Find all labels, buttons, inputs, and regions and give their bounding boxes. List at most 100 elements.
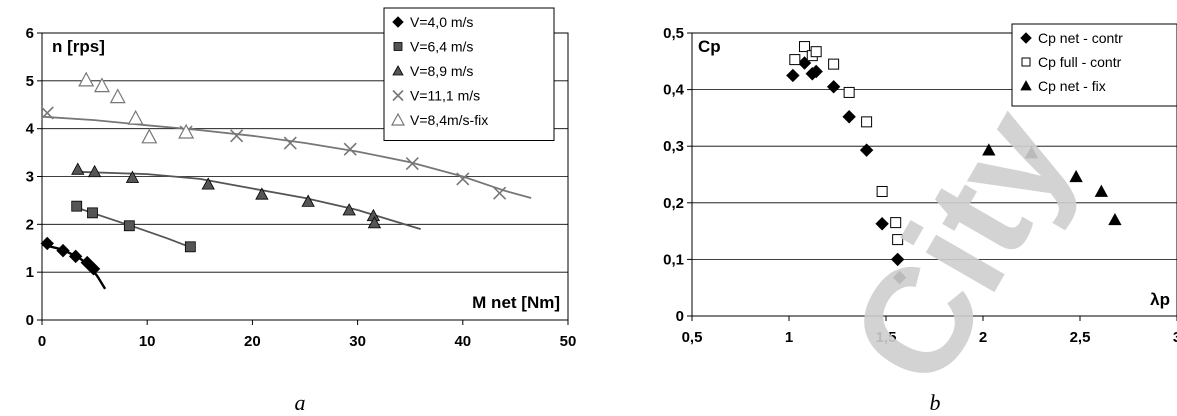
- data-point: [859, 143, 874, 157]
- y-tick-label: 0,1: [663, 251, 684, 268]
- data-point: [405, 157, 419, 171]
- legend-marker: [1020, 80, 1032, 91]
- y-tick-label: 3: [26, 169, 34, 186]
- legend-marker: [1020, 32, 1032, 44]
- y-axis-label: Cp: [698, 37, 721, 56]
- y-tick-label: 5: [26, 73, 34, 90]
- x-tick-label: 2: [979, 329, 987, 346]
- y-tick-label: 2: [26, 216, 34, 233]
- x-tick-label: 0: [38, 333, 46, 350]
- x-tick-label: 30: [349, 333, 366, 350]
- x-tick-label: 50: [560, 333, 577, 350]
- x-axis-label: M net [Nm]: [472, 293, 560, 312]
- data-point: [127, 109, 144, 125]
- x-tick-label: 2,5: [1070, 329, 1091, 346]
- y-axis-label: n [rps]: [52, 37, 105, 56]
- data-point: [367, 216, 382, 229]
- data-point: [230, 129, 244, 143]
- data-point: [301, 194, 315, 207]
- data-point: [1024, 146, 1039, 159]
- legend-entry: V=6,4 m/s: [410, 39, 473, 55]
- x-tick-label: 1: [785, 329, 793, 346]
- data-point: [789, 54, 801, 66]
- y-tick-label: 1: [26, 264, 34, 281]
- x-tick-label: 3: [1173, 329, 1177, 346]
- y-tick-label: 6: [26, 25, 34, 42]
- data-point: [493, 186, 507, 200]
- legend-marker: [393, 42, 403, 51]
- data-point: [1108, 212, 1122, 226]
- y-tick-label: 0,3: [663, 138, 684, 155]
- data-point: [786, 68, 800, 83]
- data-point: [40, 106, 54, 120]
- trend-line: [73, 170, 421, 230]
- data-point: [184, 241, 196, 253]
- data-point: [828, 58, 840, 70]
- legend-entry: V=8,9 m/s: [410, 63, 473, 79]
- data-point: [201, 177, 215, 190]
- legend-entry: Cp net - contr: [1038, 30, 1123, 46]
- y-tick-label: 0,2: [663, 195, 684, 212]
- data-point: [982, 143, 996, 156]
- data-point: [86, 262, 101, 276]
- x-tick-label: 40: [454, 333, 471, 350]
- data-point: [178, 123, 195, 139]
- legend-marker: [392, 65, 404, 76]
- data-point: [123, 220, 135, 232]
- data-point: [892, 270, 907, 285]
- data-point: [1094, 184, 1109, 197]
- x-axis-label: λp: [1150, 290, 1170, 309]
- legend-entry: Cp net - fix: [1038, 78, 1106, 94]
- data-point: [56, 243, 70, 258]
- legend-entry: Cp full - contr: [1038, 54, 1122, 70]
- legend: Cp net - contr Cp full - contr Cp net - fi…: [1011, 23, 1177, 107]
- legend-marker: [392, 16, 404, 28]
- legend-entry: V=11,1 m/s: [410, 88, 480, 104]
- data-point: [343, 142, 357, 156]
- legend-marker: [1021, 57, 1031, 67]
- data-point: [342, 203, 356, 216]
- data-point: [109, 88, 126, 104]
- legend-marker: [392, 89, 404, 102]
- data-point: [125, 170, 140, 183]
- data-point: [1069, 169, 1083, 183]
- y-tick-label: 0: [676, 308, 684, 325]
- legend-marker: [390, 112, 406, 126]
- chart-b: 0 0,1 0,2 0,3 0,4 0,5 0,5 1 1,5 2 2,5 3 Cp λp Cp net -…: [663, 23, 1177, 415]
- data-point: [842, 110, 856, 124]
- x-tick-label: 1,5: [876, 329, 897, 346]
- data-point: [78, 71, 95, 87]
- x-tick-label: 10: [139, 333, 156, 350]
- data-point: [456, 172, 470, 186]
- data-point: [71, 162, 85, 175]
- legend: V=4,0 m/s V=6,4 m/s V=8,9 m/s V=11,1 m/s V=8…: [383, 7, 555, 141]
- legend-box: [1011, 23, 1177, 107]
- data-point: [141, 128, 158, 144]
- legend-entry: V=4,0 m/s: [410, 14, 473, 30]
- chart-caption: b: [930, 390, 941, 415]
- y-tick-label: 4: [26, 121, 35, 138]
- data-point: [890, 252, 905, 267]
- data-point: [890, 217, 902, 229]
- data-point: [799, 41, 811, 53]
- data-point: [87, 207, 98, 219]
- chart-a: 0 1 2 3 4 5 6 0 10 20 30 40 50 n [rps] M net [Nm] V=4,0…: [26, 7, 577, 415]
- data-point: [71, 200, 83, 212]
- y-tick-label: 0: [26, 312, 34, 329]
- data-point: [843, 86, 855, 98]
- data-point: [826, 80, 841, 94]
- data-point: [875, 217, 889, 231]
- data-point: [809, 64, 823, 79]
- x-tick-label: 0,5: [682, 329, 703, 346]
- data-point: [810, 46, 822, 58]
- data-point: [255, 187, 269, 200]
- data-point: [283, 136, 297, 150]
- data-point: [68, 249, 83, 264]
- x-tick-label: 20: [244, 333, 261, 350]
- data-point: [861, 116, 873, 128]
- legend-box: [383, 7, 555, 141]
- legend-entry: V=8,4m/s-fix: [410, 112, 488, 128]
- data-point: [93, 77, 110, 93]
- y-tick-label: 0,4: [663, 82, 685, 99]
